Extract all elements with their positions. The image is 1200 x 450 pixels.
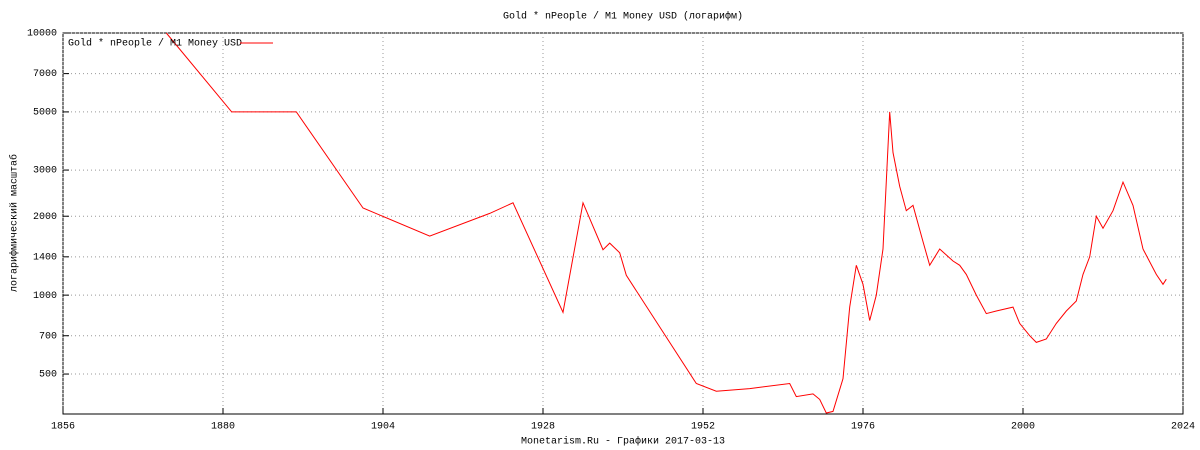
y-tick-label: 10000 xyxy=(27,29,57,40)
y-tick-label: 500 xyxy=(39,370,57,381)
x-tick-label: 2024 xyxy=(1171,422,1195,433)
series-line xyxy=(165,32,1167,414)
y-tick-label: 5000 xyxy=(33,108,57,119)
x-tick-label: 1976 xyxy=(851,422,875,433)
x-tick-label: 1928 xyxy=(531,422,555,433)
footer: Monetarism.Ru - Графики 2017-03-13 xyxy=(521,435,725,448)
x-tick-label: 1880 xyxy=(211,422,235,433)
y-tick-label: 7000 xyxy=(33,69,57,80)
plot-frame xyxy=(62,32,1184,415)
y-tick-label: 2000 xyxy=(33,212,57,223)
y-tick-label: 700 xyxy=(39,331,57,342)
y-tick-label: 1400 xyxy=(33,252,57,263)
x-tick-label: 2000 xyxy=(1011,422,1035,433)
y-tick-label: 1000 xyxy=(33,291,57,302)
x-tick-label: 1904 xyxy=(371,422,395,433)
x-tick-label: 1952 xyxy=(691,422,715,433)
y-tick-label: 3000 xyxy=(33,166,57,177)
x-tick-label: 1856 xyxy=(51,422,75,433)
chart-title: Gold * nPeople / M1 Money USD (логарифм) xyxy=(503,10,743,23)
legend-label: Gold * nPeople / M1 Money USD xyxy=(68,38,242,50)
y-axis-label: логарифмический масштаб xyxy=(8,154,21,292)
